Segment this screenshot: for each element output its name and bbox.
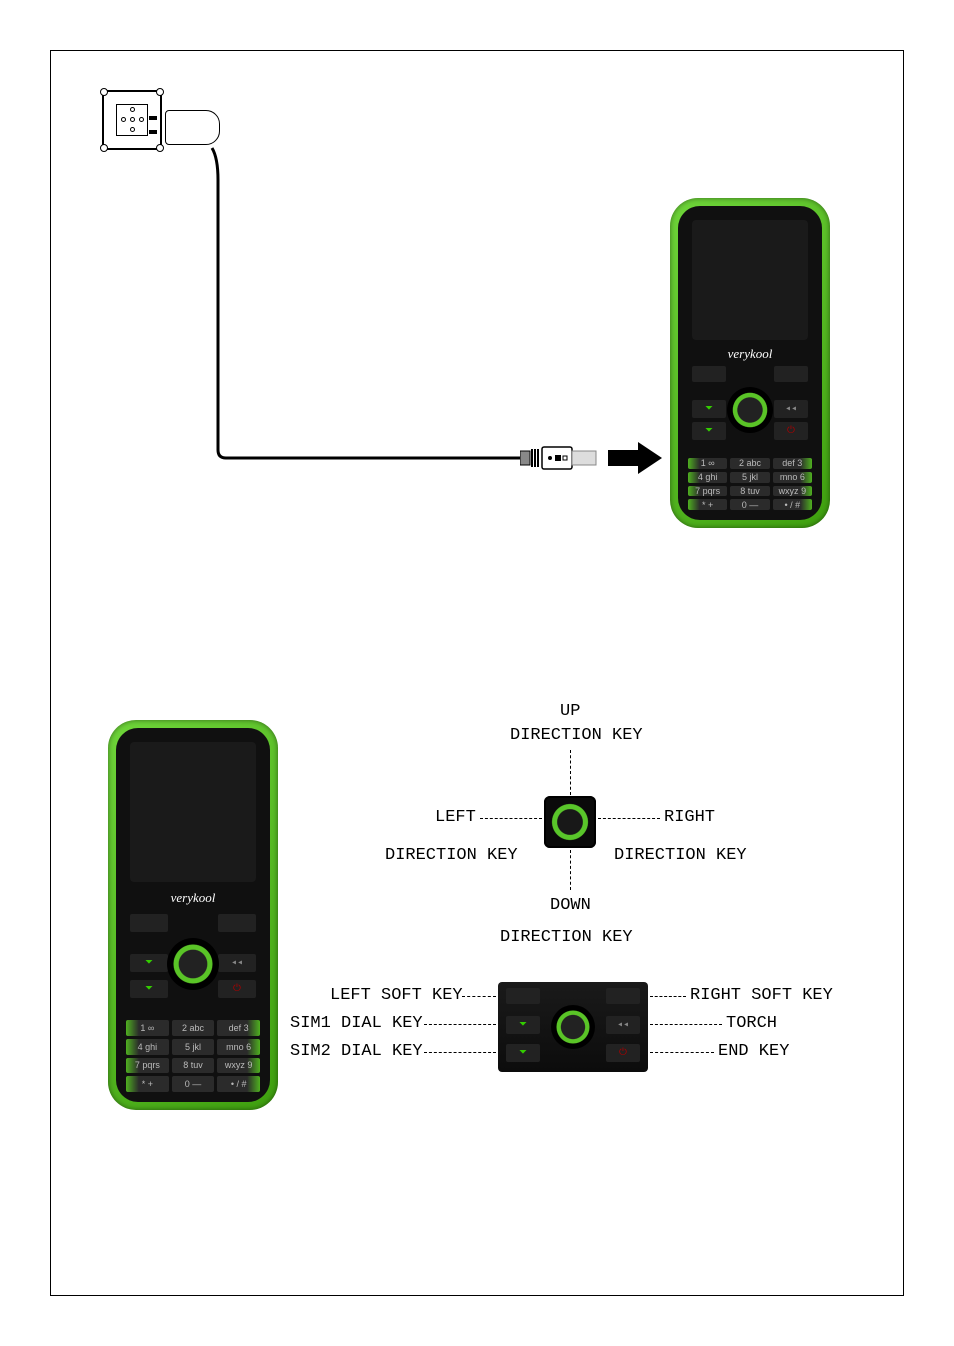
- phone-brand-label: verykool: [116, 890, 270, 906]
- key-4: 4 ghi: [688, 472, 727, 483]
- key-star: * +: [126, 1076, 169, 1092]
- key-5: 5 jkl: [730, 472, 769, 483]
- up-label-2: DIRECTION KEY: [510, 726, 643, 745]
- torch-label: TORCH: [726, 1014, 777, 1033]
- key-3: def 3: [217, 1020, 260, 1036]
- key-8: 8 tuv: [730, 486, 769, 497]
- phone-keypad: 1 ∞ 2 abc def 3 4 ghi 5 jkl mno 6 7 pqrs…: [126, 1020, 260, 1092]
- right-label-1: RIGHT: [664, 808, 715, 827]
- key-0: 0 —: [172, 1076, 215, 1092]
- key-8: 8 tuv: [172, 1058, 215, 1074]
- key-hash: • / #: [217, 1076, 260, 1092]
- dpad-icon: [544, 796, 596, 848]
- key-2: 2 abc: [730, 458, 769, 469]
- key-hash: • / #: [773, 499, 812, 510]
- key-7: 7 pqrs: [126, 1058, 169, 1074]
- usb-connector-icon: [520, 441, 598, 475]
- right-label-2: DIRECTION KEY: [614, 846, 747, 865]
- down-label-2: DIRECTION KEY: [500, 928, 633, 947]
- phone-illustration-charging: verykool ⏷◂◂ ⏷⏻ 1 ∞ 2 abc def 3 4 ghi 5 …: [670, 198, 830, 528]
- key-6: mno 6: [773, 472, 812, 483]
- key-9: wxyz 9: [773, 486, 812, 497]
- key-star: * +: [688, 499, 727, 510]
- sim1-dial-key-label: SIM1 DIAL KEY: [290, 1014, 423, 1033]
- key-1: 1 ∞: [126, 1020, 169, 1036]
- phone-brand-label: verykool: [678, 346, 822, 362]
- left-label-2: DIRECTION KEY: [385, 846, 518, 865]
- key-1: 1 ∞: [688, 458, 727, 469]
- arrow-right-icon: [608, 438, 664, 478]
- key-6: mno 6: [217, 1039, 260, 1055]
- end-key-label: END KEY: [718, 1042, 789, 1061]
- nav-key-labels: LEFT SOFT KEY SIM1 DIAL KEY SIM2 DIAL KE…: [290, 982, 890, 1082]
- key-4: 4 ghi: [126, 1039, 169, 1055]
- phone-illustration-keys: verykool ⏷◂◂ ⏷⏻ 1 ∞ 2 abc def 3 4 ghi 5 …: [108, 720, 278, 1110]
- sim2-dial-key-label: SIM2 DIAL KEY: [290, 1042, 423, 1061]
- right-soft-key-label: RIGHT SOFT KEY: [690, 986, 833, 1005]
- key-7: 7 pqrs: [688, 486, 727, 497]
- down-label-1: DOWN: [550, 896, 591, 915]
- direction-key-diagram: UP DIRECTION KEY LEFT DIRECTION KEY RIGH…: [300, 700, 860, 960]
- up-label-1: UP: [560, 702, 580, 721]
- key-2: 2 abc: [172, 1020, 215, 1036]
- left-label-1: LEFT: [435, 808, 476, 827]
- key-5: 5 jkl: [172, 1039, 215, 1055]
- key-9: wxyz 9: [217, 1058, 260, 1074]
- left-soft-key-label: LEFT SOFT KEY: [330, 986, 463, 1005]
- key-3: def 3: [773, 458, 812, 469]
- phone-keypad: 1 ∞ 2 abc def 3 4 ghi 5 jkl mno 6 7 pqrs…: [688, 458, 812, 510]
- key-0: 0 —: [730, 499, 769, 510]
